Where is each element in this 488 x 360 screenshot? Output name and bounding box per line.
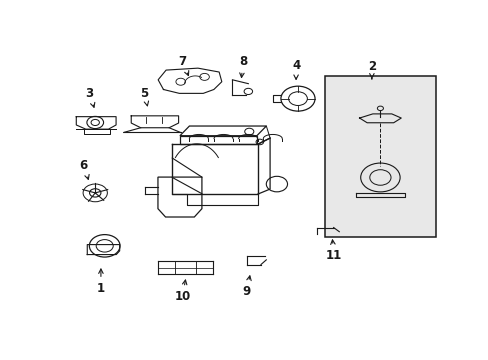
Text: 4: 4	[291, 59, 300, 79]
Text: 7: 7	[178, 55, 188, 76]
Text: 11: 11	[325, 240, 342, 262]
Text: 3: 3	[85, 87, 95, 107]
Text: 10: 10	[174, 280, 190, 303]
Text: 8: 8	[239, 55, 246, 77]
Text: 5: 5	[140, 87, 148, 106]
Text: 2: 2	[367, 60, 375, 79]
Text: 1: 1	[97, 269, 105, 295]
Bar	[324, 76, 435, 237]
Text: 6: 6	[80, 159, 89, 179]
Text: 9: 9	[242, 276, 251, 298]
